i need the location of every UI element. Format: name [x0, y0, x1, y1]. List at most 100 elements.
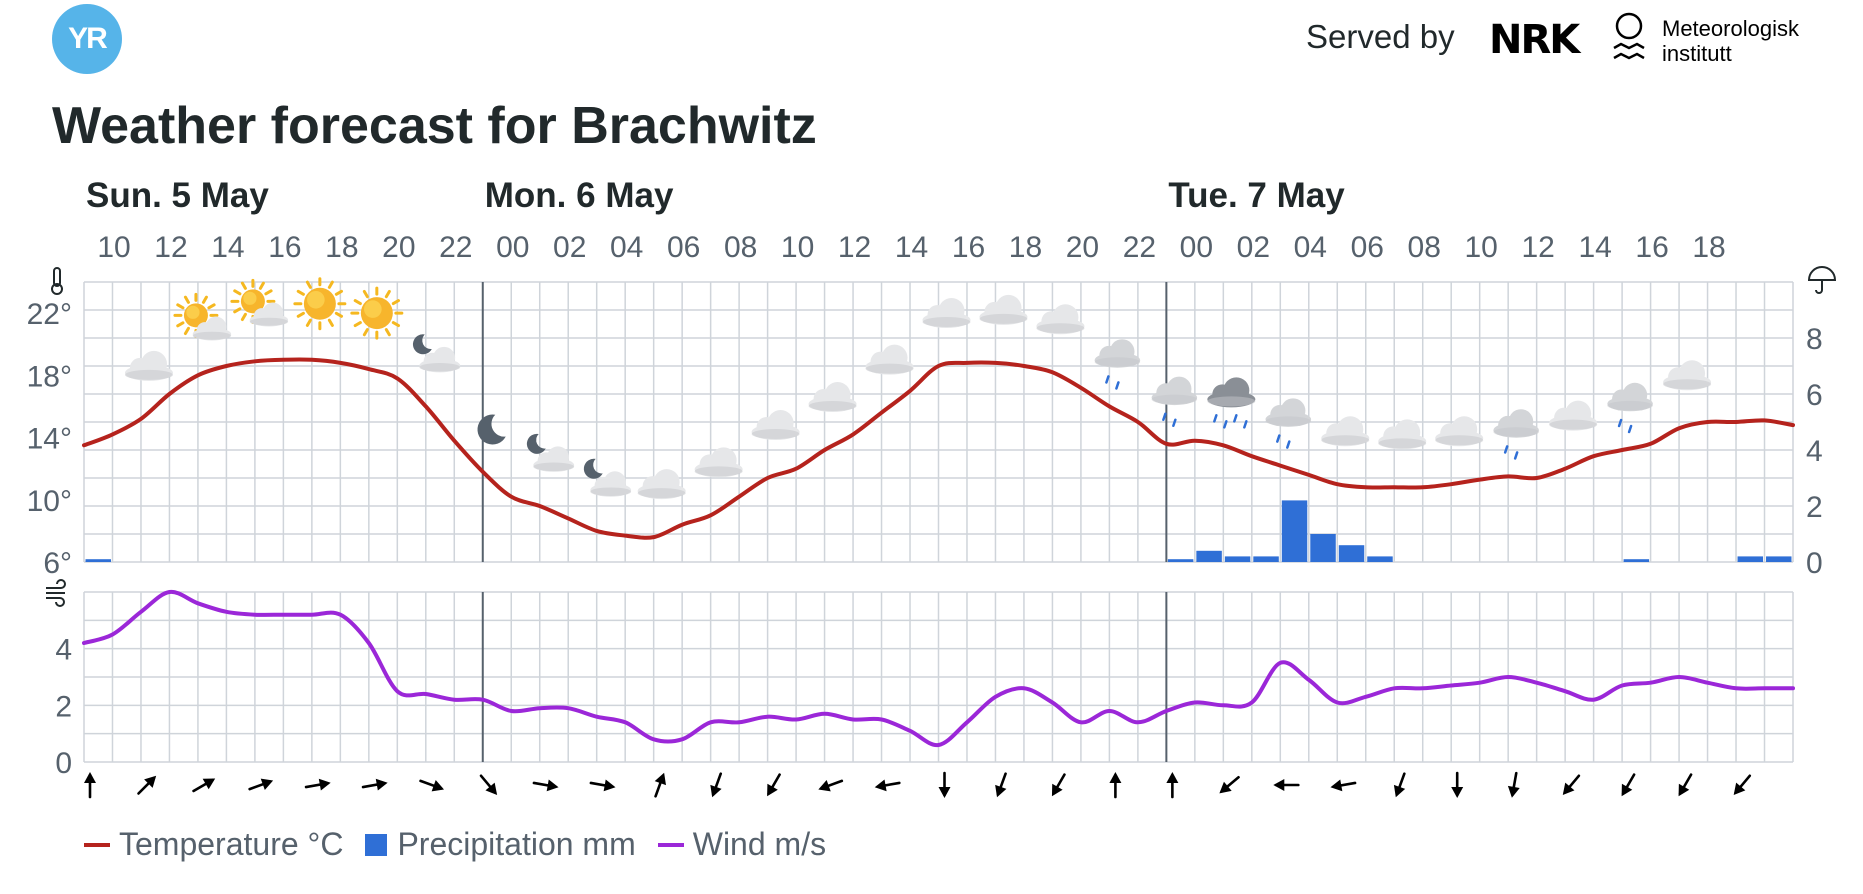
precipitation-tick-label: 4 [1806, 435, 1823, 468]
precipitation-tick-label: 8 [1806, 323, 1823, 356]
wind-direction-arrow [710, 772, 723, 798]
wind-tick-label: 4 [55, 634, 72, 667]
arrow-head [818, 780, 831, 792]
temperature-point [908, 389, 912, 393]
legend-temperature-label: Temperature °C [119, 826, 344, 862]
temperature-tick-label: 6° [43, 547, 72, 580]
yr-logo[interactable]: YR [52, 4, 122, 74]
hour-tick-label: 22 [1123, 231, 1156, 264]
wind-point [1022, 687, 1026, 690]
cloud-shade [533, 462, 575, 472]
wind-point [567, 706, 570, 710]
rain-drop [1627, 424, 1633, 434]
wind-direction-arrow [1733, 774, 1752, 795]
hour-tick-label: 10 [1465, 231, 1498, 264]
wind-point [225, 610, 228, 614]
arrow-head [938, 787, 951, 798]
temperature-point [168, 392, 171, 396]
temperature-point [851, 433, 855, 436]
wind-direction-arrow [1273, 779, 1300, 791]
cloud-shade [1435, 435, 1484, 446]
temperature-point [1563, 467, 1567, 470]
wind-direction-arrow [589, 779, 616, 792]
weather-symbol-cloudy [1378, 419, 1427, 450]
legend-wind-label: Wind m/s [692, 826, 827, 862]
wind-icon [46, 579, 66, 607]
temperature-point [709, 514, 712, 517]
precipitation-bar [1224, 556, 1251, 562]
precipitation-bar [1367, 556, 1393, 562]
arrow-head [654, 772, 666, 786]
arrow-head [318, 778, 331, 791]
sun-highlight [186, 305, 200, 319]
wind-point [1051, 701, 1054, 704]
sun-ray [384, 289, 391, 299]
met-institute-logo[interactable]: Meteorologisk institutt [1662, 16, 1799, 66]
temperature-point [196, 374, 200, 377]
wind-direction-arrow [532, 779, 559, 792]
wind-direction-arrow [479, 774, 498, 795]
temperature-point [1734, 420, 1738, 424]
wind-point [1563, 689, 1567, 693]
arrow-head [485, 782, 498, 795]
wind-stroke [46, 579, 66, 589]
wind-point [196, 602, 200, 605]
hour-tick-label: 14 [1578, 231, 1611, 264]
temperature-point [111, 433, 114, 436]
temperature-point [1193, 439, 1197, 442]
wind-point [111, 633, 114, 636]
umbrella-handle [1815, 280, 1823, 294]
wind-point [453, 698, 456, 701]
weather-symbol-cloudy [124, 350, 173, 381]
hour-tick-label: 06 [1351, 231, 1384, 264]
cloud-shade [1493, 427, 1539, 437]
wind-point [794, 718, 798, 721]
wind-direction-arrow [938, 771, 951, 798]
weather-symbol-cloudy [1663, 360, 1712, 391]
temperature-point [481, 470, 484, 473]
wind-direction-arrow [361, 778, 388, 791]
wind-stroke [46, 597, 65, 607]
temperature-point [965, 361, 969, 365]
weather-symbol-rain [1207, 377, 1256, 429]
sun-ray [391, 299, 400, 306]
temperature-point [1279, 464, 1282, 467]
day-label: Sun. 5 May [86, 176, 269, 215]
wind-direction-arrow [1451, 771, 1464, 798]
arrow-head [1219, 781, 1232, 794]
sun-highlight [364, 300, 382, 318]
temperature-point [396, 377, 399, 380]
arrow-head [603, 779, 616, 792]
cloud-shade [1607, 400, 1653, 411]
temperature-point [1677, 427, 1681, 430]
arrow-head [1051, 783, 1063, 797]
wind-point [766, 715, 769, 718]
sun-ray [353, 299, 362, 306]
wind-point [880, 718, 883, 721]
legend-item-wind: Wind m/s [657, 826, 827, 863]
cloud-shade [590, 487, 632, 496]
arrow-head [1733, 782, 1746, 795]
wind-point [737, 721, 741, 724]
sun-ray [233, 289, 242, 296]
sun-ray [353, 321, 362, 328]
weather-symbol-clear-day [293, 277, 347, 331]
cloud-shade [808, 401, 857, 411]
sun-ray [296, 289, 305, 296]
arrow-head [1273, 779, 1285, 791]
wind-point [709, 721, 712, 724]
temperature-point [1079, 386, 1083, 389]
temperature-point [1478, 478, 1481, 481]
temperature-point [1250, 455, 1254, 458]
temperature-point [453, 439, 456, 442]
temperature-point [652, 535, 655, 539]
rain-drop [1213, 414, 1218, 423]
wind-point [965, 721, 969, 724]
wind-point [652, 738, 655, 741]
nrk-logo[interactable]: NRK [1489, 17, 1580, 63]
precipitation-tick-label: 2 [1806, 491, 1823, 524]
chart-grid [83, 281, 1794, 763]
sun-ray [240, 312, 247, 322]
rain-drop [1617, 418, 1623, 428]
wind-point [1393, 687, 1396, 690]
